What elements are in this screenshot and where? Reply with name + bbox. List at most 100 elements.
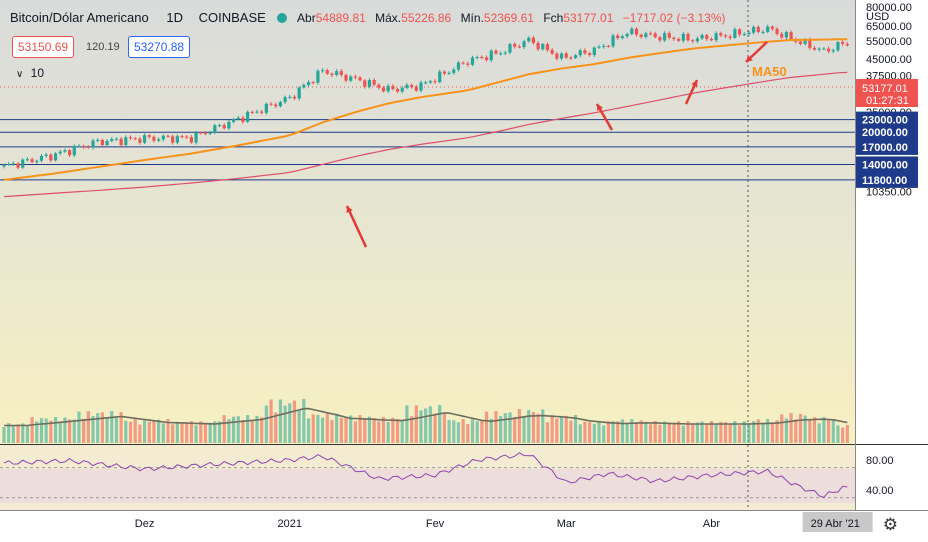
volume-bar (606, 421, 610, 443)
volume-bar (349, 415, 353, 443)
annotation-arrowhead (346, 206, 353, 213)
candle-body (695, 38, 699, 42)
volume-bar (344, 417, 348, 443)
volume-bar (438, 405, 442, 443)
candle-body (30, 159, 34, 163)
candle-body (105, 140, 109, 145)
volume-bar (662, 421, 667, 443)
volume-bar (410, 416, 414, 443)
candle-body (658, 37, 662, 41)
candle-body (419, 82, 423, 91)
volume-bar (157, 419, 161, 443)
volume-bar (288, 403, 292, 443)
level-price-badge (856, 111, 918, 128)
candle-body (410, 84, 414, 87)
ohlc-readout: Abr54889.81 Máx.55226.86 Mín.52369.61 Fc… (297, 11, 731, 25)
volume-bar (128, 421, 133, 443)
candle-body (21, 159, 25, 168)
candle-body (456, 62, 461, 70)
candle-body (634, 28, 639, 35)
candle-body (58, 151, 62, 154)
candle-body (72, 146, 76, 156)
volume-bar (386, 422, 390, 443)
candle-body (194, 132, 198, 143)
volume-bar (400, 420, 404, 443)
candle-body (86, 146, 90, 148)
volume-bar (672, 423, 676, 443)
volume-bar (147, 421, 151, 443)
candle-body (784, 32, 789, 38)
candle-body (297, 87, 301, 99)
volume-bar (231, 416, 236, 443)
volume-bar (714, 424, 718, 443)
candle-body (189, 137, 194, 143)
indicators-toggle[interactable]: ∨ 10 (16, 66, 44, 80)
volume-bar (53, 417, 58, 443)
sell-button[interactable]: 53150.69 (12, 36, 75, 58)
gear-icon[interactable]: ⚙ (882, 515, 898, 534)
volume-bar (803, 415, 807, 443)
volume-bar (756, 419, 760, 443)
volume-bar (461, 419, 465, 443)
buy-button[interactable]: 53270.88 (128, 36, 191, 58)
time-tick-label: Mar (557, 518, 576, 530)
level-price-text: 11800.00 (862, 175, 907, 187)
chevron-down-icon[interactable]: ∨ (16, 69, 24, 80)
candle-body (386, 85, 390, 92)
volume-bar (21, 423, 25, 443)
candle-body (644, 33, 648, 38)
volume-bar (82, 418, 86, 443)
candle-body (96, 139, 100, 141)
volume-bar (194, 425, 198, 443)
ma200-line[interactable] (3, 71, 848, 198)
candle-body (723, 35, 728, 37)
candle-body (461, 62, 465, 64)
candle-body (119, 138, 123, 146)
volume-bar (367, 416, 372, 443)
volume-bar (545, 422, 550, 443)
volume-bar (100, 412, 104, 443)
volume-bar (255, 415, 259, 443)
candle-body (845, 43, 849, 46)
volume-bar (588, 422, 592, 443)
candle-body (283, 97, 287, 103)
volume-bar (391, 417, 395, 443)
candle-body (222, 125, 226, 129)
level-price-badge (856, 156, 918, 173)
candle-body (564, 53, 568, 58)
candle-body (25, 159, 30, 161)
volume-bar (522, 416, 526, 443)
volume-bar (199, 421, 203, 443)
volume-bar (7, 423, 11, 443)
candle-body (91, 140, 95, 148)
candle-body (611, 35, 615, 47)
rsi-line[interactable] (3, 452, 848, 498)
open-value: 54889.81 (315, 11, 366, 25)
volume-bar (363, 419, 367, 443)
volume-bar (742, 421, 746, 443)
candle-body (527, 37, 531, 42)
annotation-arrowhead (746, 55, 753, 62)
level-price-text: 20000.00 (862, 127, 908, 139)
candle-body (681, 33, 685, 41)
volume-bar (49, 420, 53, 443)
ma50-line[interactable] (3, 38, 848, 181)
candle-body (513, 44, 517, 47)
volume-bar (737, 425, 742, 443)
interval[interactable]: 1D (166, 10, 183, 25)
price-tick-label: 80000.00 (866, 2, 912, 14)
candle-body (278, 102, 283, 107)
candle-body (217, 125, 222, 127)
chart-header: Bitcoin/Dólar Americano 1D COINBASE Abr5… (10, 10, 737, 25)
candle-body (508, 44, 512, 53)
candle-body (808, 39, 812, 48)
symbol-name[interactable]: Bitcoin/Dólar Americano (10, 10, 149, 25)
candle-body (35, 160, 39, 163)
candle-body (752, 26, 756, 33)
volume-bar (728, 423, 732, 443)
price-pane-bg[interactable] (0, 0, 855, 444)
time-axis-bg[interactable] (0, 510, 928, 542)
candle-body (639, 34, 643, 38)
candle-body (246, 111, 250, 122)
